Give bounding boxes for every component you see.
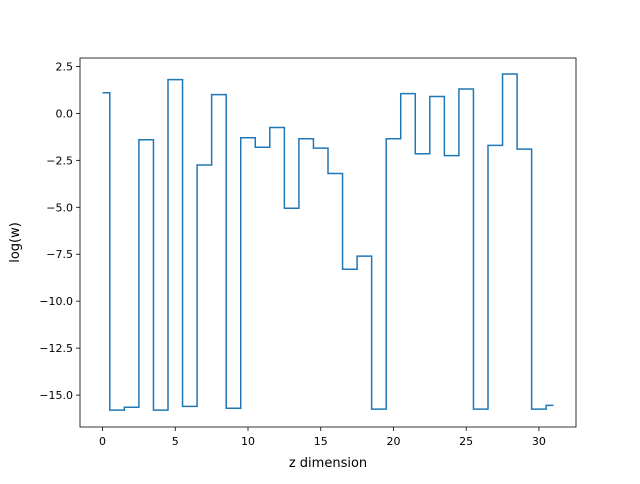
y-axis-label: log(w) (8, 222, 23, 263)
y-axis: 2.5 0.0 −2.5 −5.0 −7.5 −10.0 −12.5 −15.0 (39, 60, 80, 402)
y-tick-label: −5.0 (46, 201, 73, 214)
x-axis: 0 5 10 15 20 25 30 (99, 427, 546, 448)
axes-frame (79, 57, 577, 428)
x-axis-label: z dimension (289, 456, 367, 471)
y-tick-label: −7.5 (46, 248, 73, 261)
y-tick-label: −12.5 (39, 342, 73, 355)
y-tick-label: −15.0 (39, 389, 73, 402)
x-tick-label: 20 (386, 435, 400, 448)
y-tick-label: −2.5 (46, 154, 73, 167)
x-tick-label: 5 (172, 435, 179, 448)
y-tick-label: 2.5 (56, 60, 74, 73)
x-tick-label: 30 (532, 435, 546, 448)
x-tick-label: 15 (314, 435, 328, 448)
series-line (102, 73, 554, 411)
x-tick-label: 25 (459, 435, 473, 448)
y-tick-label: 0.0 (56, 107, 74, 120)
x-tick-label: 0 (99, 435, 106, 448)
x-tick-label: 10 (241, 435, 255, 448)
y-tick-label: −10.0 (39, 295, 73, 308)
